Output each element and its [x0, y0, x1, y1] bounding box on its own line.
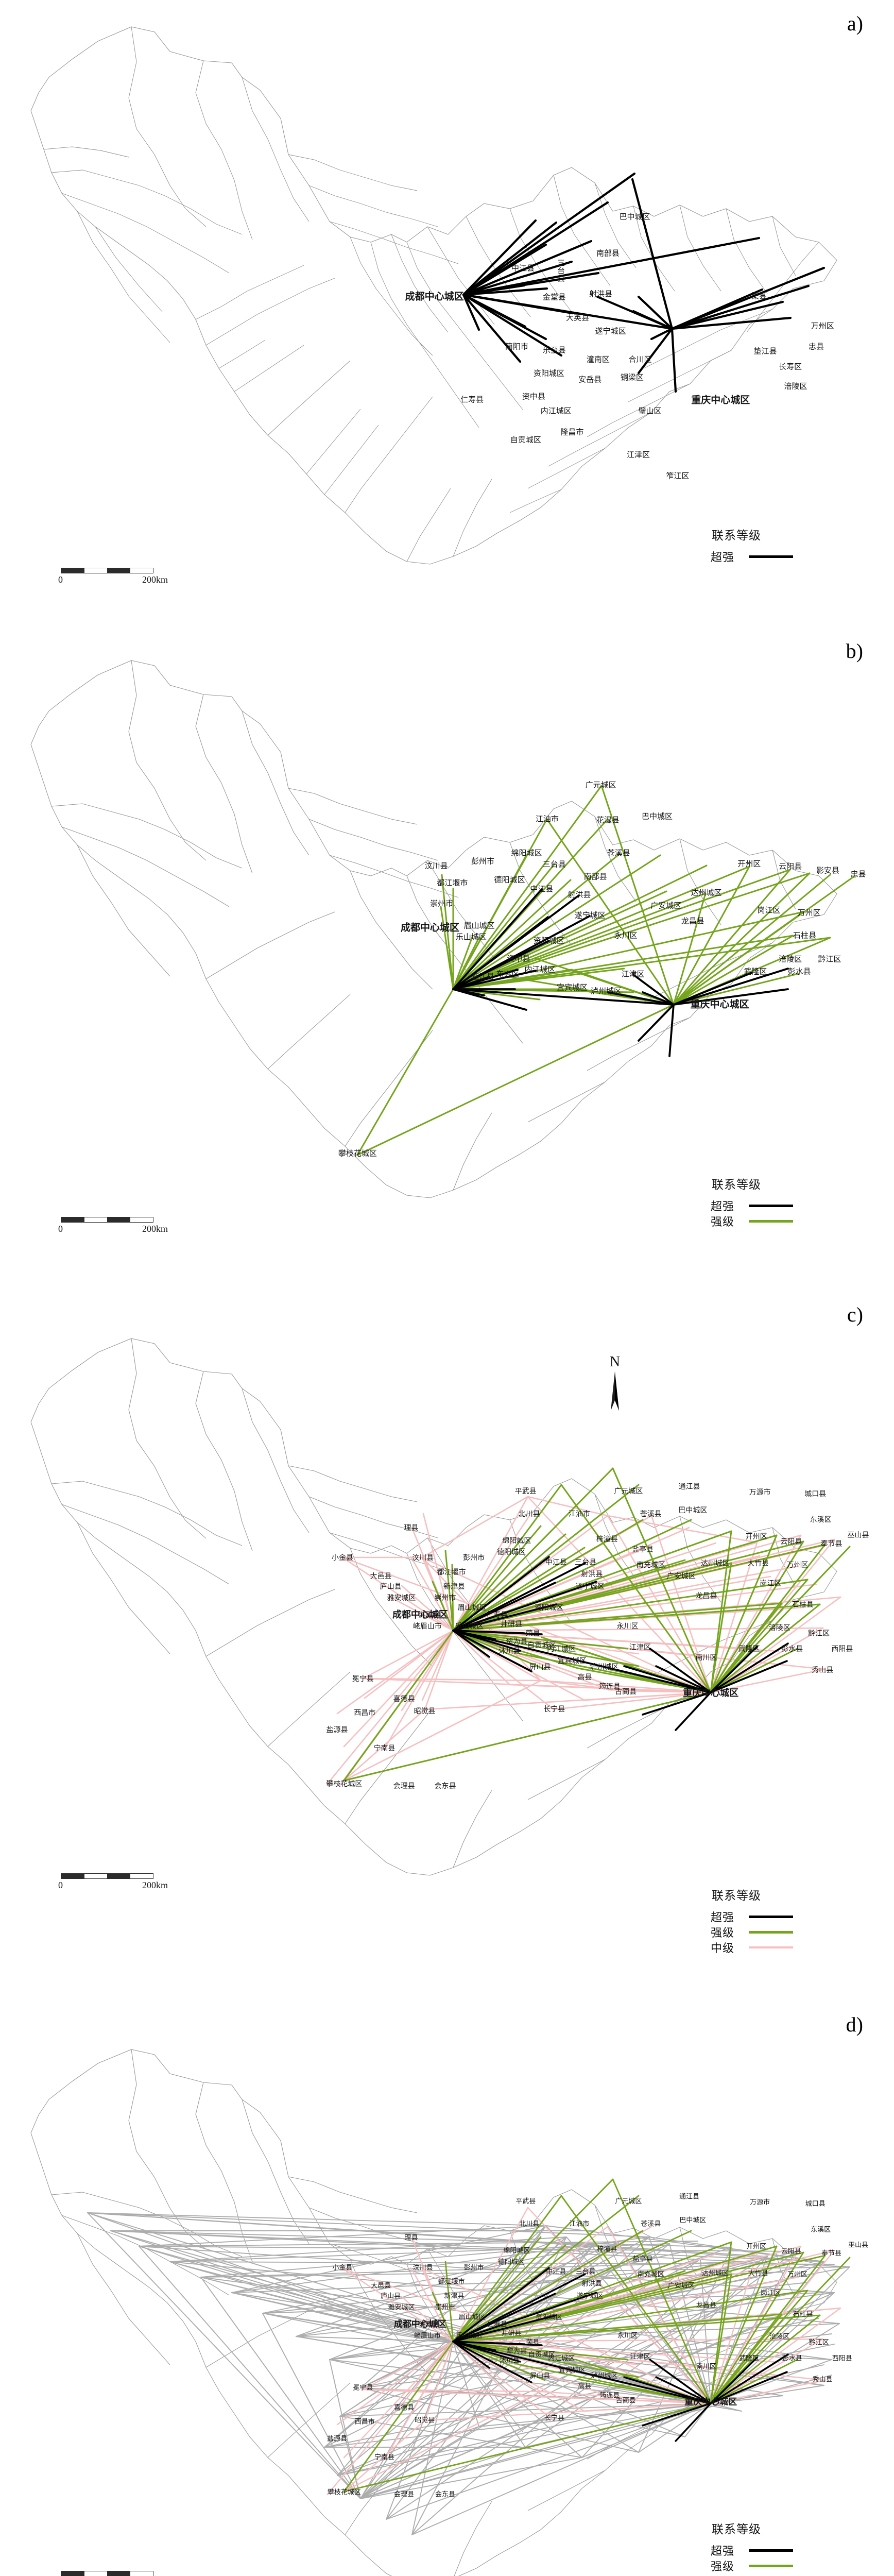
map-svg-b	[30, 660, 856, 1198]
legend-label-super: 超强	[711, 2545, 735, 2557]
legend-label-strong: 强级	[711, 1926, 735, 1939]
scalebar-b: 0 200km	[58, 1217, 168, 1234]
legend-title: 联系等级	[712, 2522, 761, 2536]
scalebar-left-label: 0	[58, 574, 63, 585]
legend-label-super: 超强	[711, 1200, 735, 1213]
legend-row-super: 超强	[711, 1909, 793, 1924]
legend-b: 联系等级 超强 强级	[711, 1175, 793, 1229]
scalebar-left-label: 0	[58, 1880, 63, 1890]
administrative-boundaries	[30, 26, 837, 565]
scalebar-ticks: 0 200km	[58, 1879, 168, 1890]
map-svg-c	[30, 1338, 851, 1876]
legend-a: 联系等级 超强	[711, 526, 793, 564]
legend-d: 联系等级 超强 强级 中级 弱级	[711, 2519, 793, 2576]
north-label: N	[609, 1354, 621, 1370]
legend-row-super: 超强	[711, 1198, 793, 1213]
map-svg-a	[30, 26, 837, 565]
edges-weak	[87, 2212, 850, 2535]
legend-swatch-strong	[749, 1219, 793, 1223]
administrative-boundaries	[30, 660, 837, 1198]
legend-label-medium: 中级	[711, 2573, 745, 2576]
legend-row-super: 超强	[711, 549, 793, 564]
map-canvas-c: 成都中心城区 重庆中心城区 平武县 广元城区 通江县 万源市 城口县 北川县 江油市 苍溪县 巴中城…	[0, 1293, 894, 2004]
scalebar-bar	[61, 568, 153, 573]
legend-swatch-strong	[749, 1930, 793, 1934]
legend-row-strong: 强级	[711, 2558, 793, 2573]
legend-row-medium: 中级	[711, 1940, 793, 1955]
legend-row-medium: 中级	[711, 2573, 793, 2576]
legend-swatch-super	[749, 555, 793, 558]
legend-c: 联系等级 超强 强级 中级	[711, 1886, 793, 1955]
legend-title: 联系等级	[712, 529, 761, 542]
legend-label-medium: 中级	[711, 1942, 735, 1955]
edges-super-chongqing	[596, 178, 826, 393]
edges-strong	[343, 1467, 851, 1782]
scalebar-a: 0 200km	[58, 568, 168, 585]
legend-swatch-super	[749, 1915, 793, 1918]
panel-a: 成都中心城区 重庆中心城区 巴中城区 南部县 渠县 万州区 中江县 三台县 射洪县 金堂县 大英县遂…	[0, 0, 894, 629]
legend-row-super: 超强	[711, 2543, 793, 2558]
panel-d: 成都中心城区 重庆中心城区 平武县 广元城区 通江县 万源市 城口县 北川县 江油市 苍溪县 巴中城…	[0, 2004, 894, 2576]
legend-row-strong: 强级	[711, 1924, 793, 1940]
scalebar-right-label: 200km	[142, 574, 168, 585]
legend-label-super: 超强	[711, 1911, 735, 1924]
legend-label-strong: 强级	[711, 1215, 735, 1228]
legend-title: 联系等级	[712, 1178, 761, 1191]
panel-c: 成都中心城区 重庆中心城区 平武县 广元城区 通江县 万源市 城口县 北川县 江油市 苍溪县 巴中城…	[0, 1293, 894, 2004]
panel-b: 成都中心城区 重庆中心城区 广元城区 江油市 花湿县 巴中城区 汶川县 彭州市 绵阳城区 三台县苍…	[0, 629, 894, 1293]
panel-letter-c: c)	[847, 1303, 863, 1326]
scalebar-right-label: 200km	[142, 1224, 168, 1234]
scalebar-right-label: 200km	[142, 1880, 168, 1890]
panel-letter-b: b)	[846, 639, 863, 663]
map-canvas-d: 成都中心城区 重庆中心城区 平武县 广元城区 通江县 万源市 城口县 北川县 江油市 苍溪县 巴中城…	[0, 2004, 894, 2576]
scalebar-ticks: 0 200km	[58, 1223, 168, 1234]
scalebar-bar	[61, 2571, 153, 2576]
scalebar-left-label: 0	[58, 1224, 63, 1234]
scalebar-bar	[61, 1217, 153, 1223]
scalebar-bar	[61, 1873, 153, 1879]
edges-super-chengdu	[462, 172, 761, 363]
edges-super	[452, 888, 789, 1057]
legend-label-super: 超强	[711, 551, 735, 564]
north-arrow-icon	[611, 1371, 619, 1411]
north-arrow: N	[600, 1355, 630, 1415]
legend-swatch-super	[749, 1204, 793, 1207]
legend-swatch-strong	[749, 2564, 793, 2567]
panel-letter-d: d)	[846, 2013, 863, 2036]
edges-super	[452, 2267, 789, 2442]
legend-swatch-super	[749, 2549, 793, 2552]
scalebar-c: 0 200km	[58, 1873, 168, 1890]
legend-swatch-medium	[749, 1946, 793, 1948]
administrative-boundaries	[30, 1338, 837, 1876]
map-svg-d	[30, 2049, 851, 2576]
legend-label-strong: 强级	[711, 2560, 735, 2573]
panel-letter-a: a)	[847, 12, 863, 35]
edges-super	[452, 1556, 789, 1731]
legend-title: 联系等级	[712, 1889, 761, 1902]
legend-row-strong: 强级	[711, 1213, 793, 1229]
scalebar-d: 0 200km	[61, 2571, 153, 2576]
scalebar-ticks: 0 200km	[58, 573, 168, 585]
